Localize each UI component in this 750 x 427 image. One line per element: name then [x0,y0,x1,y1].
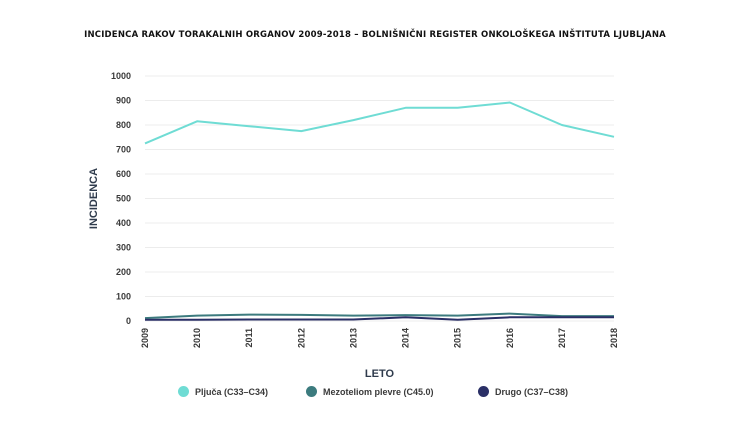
y-tick-label: 100 [116,292,131,302]
y-tick-label: 0 [126,316,131,326]
legend-label: Drugo (C37–C38) [495,386,569,397]
gridlines [145,75,614,322]
legend: Pljuča (C33–C34) Mezoteliom plevre (C45.0… [0,386,750,402]
x-tick-label: 2018 [609,328,619,348]
chart-title: INCIDENCA RAKOV TORAKALNIH ORGANOV 2009-… [84,30,666,40]
legend-swatch [178,386,189,397]
legend-swatch [306,386,317,397]
series-lines [144,101,615,321]
x-tick-label: 2016 [505,328,515,348]
x-tick-label: 2009 [140,328,150,348]
x-tick-label: 2011 [244,328,254,348]
y-tick-label: 400 [116,218,131,228]
y-tick-label: 800 [116,120,131,130]
y-tick-label: 500 [116,194,131,204]
y-tick-label: 200 [116,267,131,277]
y-tick-label: 1000 [111,71,131,81]
legend-item: Drugo (C37–C38) [478,386,568,397]
y-tick-label: 300 [116,243,131,253]
legend-label: Pljuča (C33–C34) [195,386,269,397]
series-line [144,312,614,320]
series-line [145,316,614,321]
x-tick-label: 2013 [348,328,358,348]
x-tick-label: 2010 [192,328,202,348]
y-axis-title: INCIDENCA [88,168,100,229]
legend-label: Mezoteliom plevre (C45.0) [323,386,434,397]
x-axis-ticks: 2009 2010 2011 2012 2013 2014 2015 2016 2017 2018 [140,328,619,348]
y-axis-ticks: 0 100 200 300 400 500 600 700 800 900 1000 [111,71,131,326]
y-tick-label: 700 [116,145,131,155]
x-tick-label: 2014 [401,328,411,348]
y-tick-label: 600 [116,169,131,179]
series-line [144,101,615,145]
x-tick-label: 2012 [296,328,306,348]
x-tick-label: 2017 [557,328,567,348]
legend-item: Mezoteliom plevre (C45.0) [306,386,434,397]
legend-item: Pljuča (C33–C34) [178,386,268,397]
y-tick-label: 900 [116,96,131,106]
x-tick-label: 2015 [453,328,463,348]
x-axis-title: LETO [365,368,395,380]
legend-swatch [478,386,489,397]
